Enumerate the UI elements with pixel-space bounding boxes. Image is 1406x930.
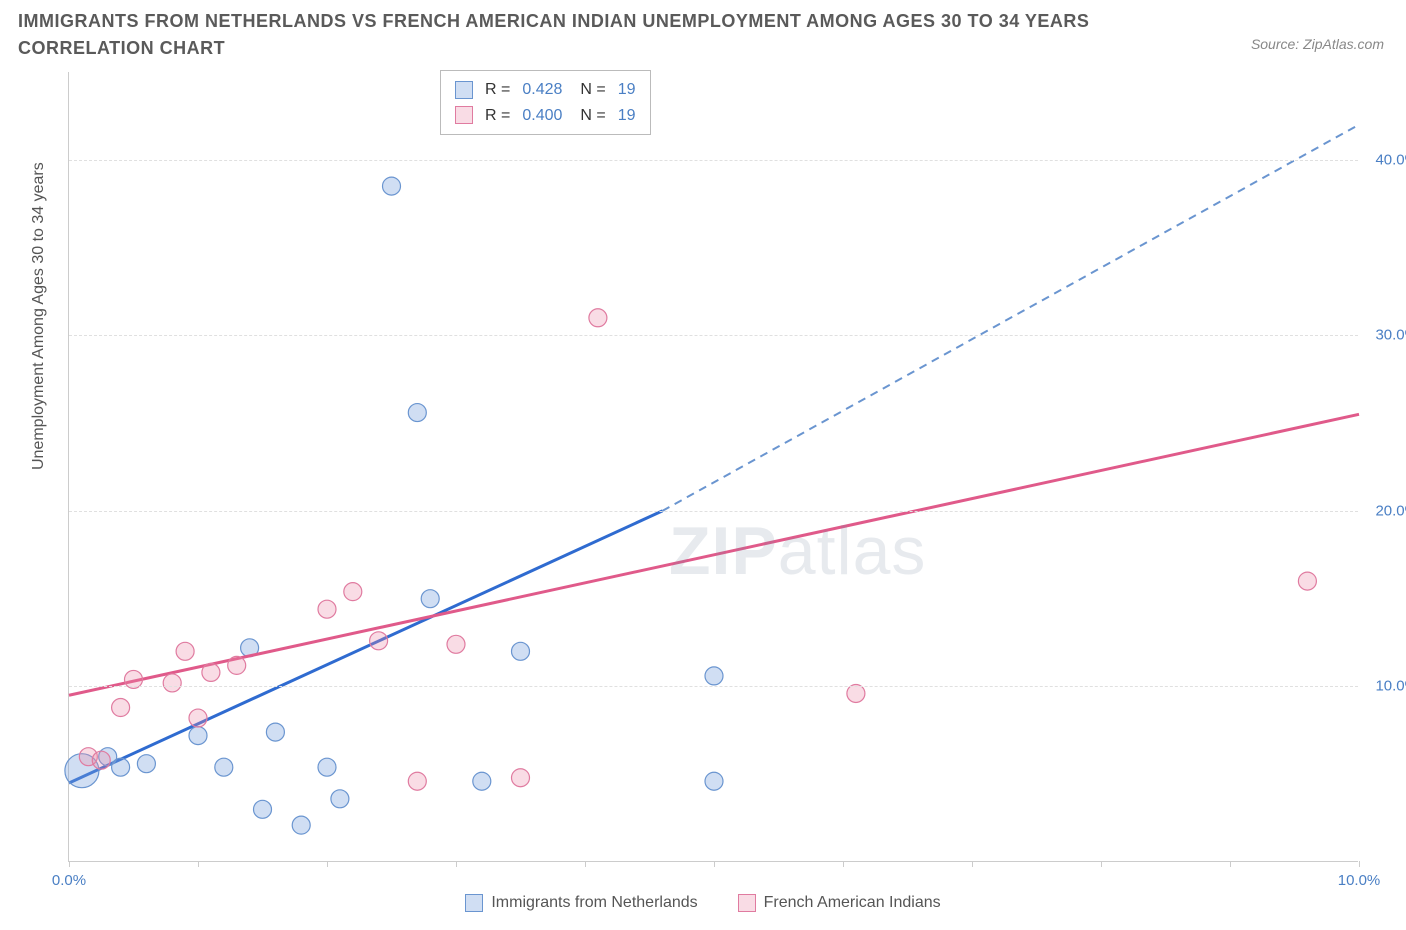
trendline-dash-netherlands bbox=[662, 125, 1359, 511]
point-netherlands bbox=[331, 790, 349, 808]
point-french bbox=[344, 583, 362, 601]
legend-swatch-netherlands bbox=[455, 81, 473, 99]
r-value-netherlands: 0.428 bbox=[522, 77, 562, 103]
y-tick-label: 20.0% bbox=[1368, 502, 1406, 519]
n-value-netherlands: 19 bbox=[618, 77, 636, 103]
gridline-h bbox=[69, 686, 1358, 687]
gridline-h bbox=[69, 511, 1358, 512]
x-tick bbox=[1359, 861, 1360, 867]
y-tick-label: 40.0% bbox=[1368, 151, 1406, 168]
r-value-french: 0.400 bbox=[522, 103, 562, 129]
trendline-french bbox=[69, 414, 1359, 695]
point-french bbox=[408, 772, 426, 790]
series-legend: Immigrants from Netherlands French Americ… bbox=[0, 894, 1406, 912]
x-tick-label: 10.0% bbox=[1338, 872, 1381, 889]
x-tick bbox=[1101, 861, 1102, 867]
legend-swatch-french bbox=[738, 894, 756, 912]
x-tick bbox=[69, 861, 70, 867]
point-netherlands bbox=[137, 755, 155, 773]
r-label: R = bbox=[485, 103, 510, 129]
x-tick bbox=[714, 861, 715, 867]
point-french bbox=[202, 663, 220, 681]
series-label-french: French American Indians bbox=[764, 894, 941, 912]
series-label-netherlands: Immigrants from Netherlands bbox=[491, 894, 697, 912]
point-netherlands bbox=[189, 727, 207, 745]
y-axis-label: Unemployment Among Ages 30 to 34 years bbox=[30, 162, 48, 470]
n-label: N = bbox=[580, 77, 605, 103]
point-netherlands bbox=[266, 723, 284, 741]
point-netherlands bbox=[383, 177, 401, 195]
correlation-legend: R = 0.428 N = 19 R = 0.400 N = 19 bbox=[440, 70, 651, 135]
point-netherlands bbox=[512, 642, 530, 660]
plot-svg bbox=[69, 72, 1358, 861]
x-tick bbox=[843, 861, 844, 867]
point-french bbox=[92, 751, 110, 769]
y-tick-label: 30.0% bbox=[1368, 327, 1406, 344]
point-netherlands bbox=[408, 404, 426, 422]
source-attribution: Source: ZipAtlas.com bbox=[1251, 36, 1384, 52]
legend-swatch-french bbox=[455, 106, 473, 124]
point-french bbox=[318, 600, 336, 618]
y-tick-label: 10.0% bbox=[1368, 678, 1406, 695]
x-tick bbox=[198, 861, 199, 867]
x-tick-label: 0.0% bbox=[52, 872, 86, 889]
point-french bbox=[589, 309, 607, 327]
point-netherlands bbox=[421, 590, 439, 608]
gridline-h bbox=[69, 335, 1358, 336]
point-netherlands bbox=[215, 758, 233, 776]
point-french bbox=[370, 632, 388, 650]
series-legend-item-netherlands: Immigrants from Netherlands bbox=[465, 894, 697, 912]
point-netherlands bbox=[292, 816, 310, 834]
corr-legend-row-french: R = 0.400 N = 19 bbox=[455, 103, 636, 129]
chart-title: IMMIGRANTS FROM NETHERLANDS VS FRENCH AM… bbox=[18, 8, 1118, 62]
point-french bbox=[447, 635, 465, 653]
point-netherlands bbox=[112, 758, 130, 776]
trendline-netherlands bbox=[69, 511, 662, 783]
point-french bbox=[189, 709, 207, 727]
legend-swatch-netherlands bbox=[465, 894, 483, 912]
point-french bbox=[163, 674, 181, 692]
chart-container: IMMIGRANTS FROM NETHERLANDS VS FRENCH AM… bbox=[0, 0, 1406, 930]
point-netherlands bbox=[254, 800, 272, 818]
x-tick bbox=[585, 861, 586, 867]
point-french bbox=[1298, 572, 1316, 590]
point-french bbox=[512, 769, 530, 787]
x-tick bbox=[456, 861, 457, 867]
r-label: R = bbox=[485, 77, 510, 103]
point-netherlands bbox=[705, 772, 723, 790]
gridline-h bbox=[69, 160, 1358, 161]
plot-area: ZIPatlas 10.0%20.0%30.0%40.0%0.0%10.0% bbox=[68, 72, 1358, 862]
corr-legend-row-netherlands: R = 0.428 N = 19 bbox=[455, 77, 636, 103]
point-netherlands bbox=[318, 758, 336, 776]
x-tick bbox=[972, 861, 973, 867]
series-legend-item-french: French American Indians bbox=[738, 894, 941, 912]
n-value-french: 19 bbox=[618, 103, 636, 129]
point-french bbox=[112, 699, 130, 717]
x-tick bbox=[327, 861, 328, 867]
x-tick bbox=[1230, 861, 1231, 867]
n-label: N = bbox=[580, 103, 605, 129]
point-netherlands bbox=[705, 667, 723, 685]
point-french bbox=[228, 656, 246, 674]
point-french bbox=[176, 642, 194, 660]
point-netherlands bbox=[473, 772, 491, 790]
